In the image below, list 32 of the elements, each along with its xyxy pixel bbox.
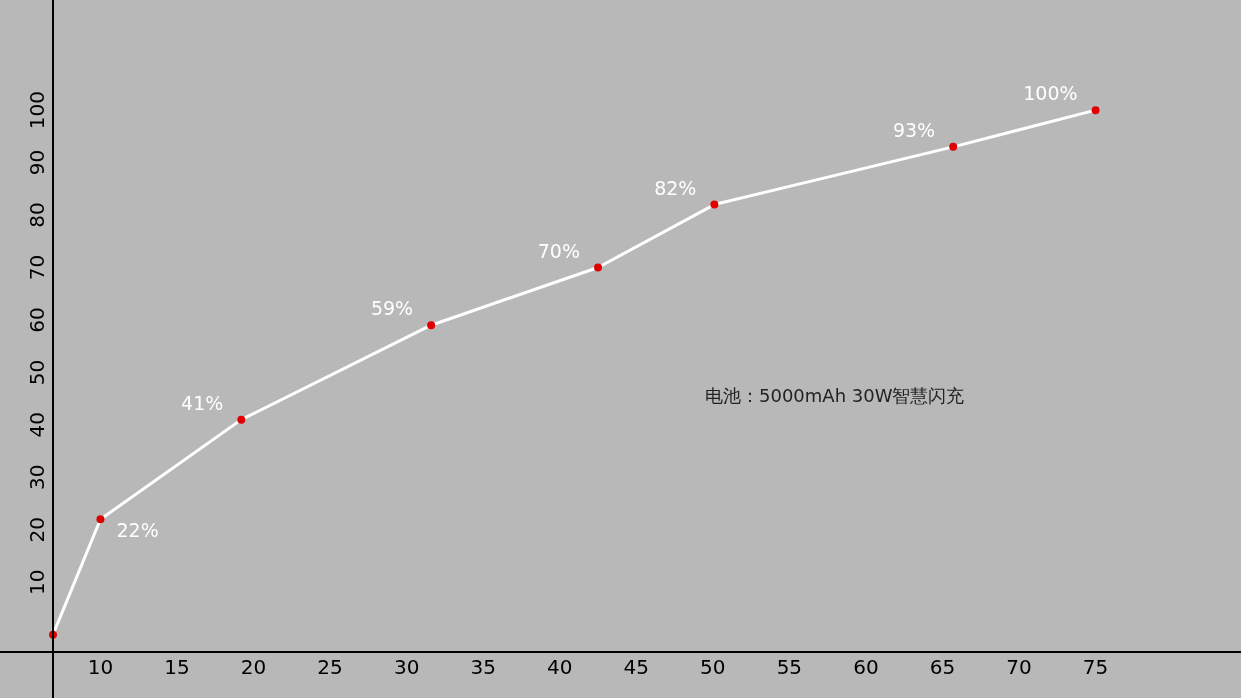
y-tick-label: 80 [25,202,49,228]
data-label: 22% [116,519,159,542]
x-tick-label: 60 [853,655,879,679]
y-tick-label: 30 [25,464,49,491]
y-tick-label: 50 [25,359,49,386]
x-tick-label: 50 [700,655,726,679]
x-tick-label: 10 [87,655,114,679]
data-label: 59% [370,297,414,320]
annotation: 电池：5000mAh 30W智慧闪充 [705,385,965,406]
y-tick-label: 100 [25,91,49,130]
x-tick-label: 55 [776,655,803,679]
x-tick-label: 25 [317,655,343,679]
x-tick-label: 70 [1006,655,1032,679]
data-label: 70% [537,239,581,262]
y-tick-label: 10 [25,569,49,595]
x-tick-label: 65 [929,655,956,679]
data-label: 82% [654,176,697,199]
y-tick-label: 70 [25,254,49,281]
y-tick-label: 40 [25,412,49,438]
data-label: 41% [181,391,224,414]
x-tick-label: 45 [623,655,650,679]
x-tick-label: 15 [164,655,190,679]
y-tick-label: 20 [25,517,49,543]
x-tick-label: 20 [240,655,267,679]
x-tick-label: 35 [470,655,496,679]
y-tick-label: 90 [25,149,49,176]
data-label: 100% [1023,82,1078,105]
y-tick-label: 60 [25,307,49,333]
x-tick-label: 75 [1082,655,1109,679]
x-tick-label: 40 [547,655,573,679]
data-label: 93% [892,118,936,141]
x-tick-label: 30 [393,655,420,679]
